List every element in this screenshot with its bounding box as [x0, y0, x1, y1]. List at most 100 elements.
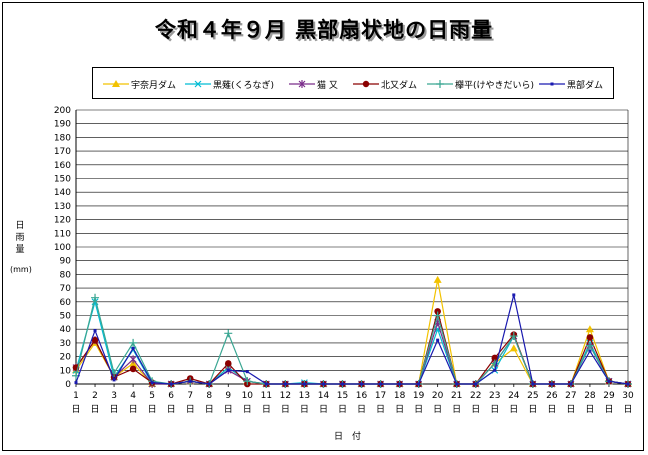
data-point-s5 — [93, 329, 97, 333]
x-tick-label-day: 日 — [243, 404, 252, 415]
chart-title: 令和４年９月 黒部扇状地の日雨量 — [154, 18, 494, 42]
data-point-s2 — [129, 355, 137, 364]
data-point-s5 — [360, 382, 364, 386]
x-tick-label-day: 日 — [395, 404, 404, 415]
x-tick-label: 6 — [168, 391, 174, 401]
y-tick-label: 120 — [54, 216, 71, 226]
legend-label: 北又ダム — [381, 81, 418, 91]
y-tick-label: 170 — [54, 147, 71, 157]
x-tick-label-day: 日 — [604, 404, 613, 415]
data-point-s5 — [436, 338, 440, 342]
x-tick-label: 3 — [111, 391, 117, 401]
y-tick-label: 190 — [54, 120, 71, 130]
y-tick-label: 40 — [60, 325, 72, 335]
x-tick-label: 23 — [489, 391, 500, 401]
x-tick-label: 28 — [584, 391, 596, 401]
legend-label: 黒部ダム — [567, 81, 604, 91]
data-point-s5 — [569, 382, 573, 386]
x-tick-label: 18 — [394, 391, 406, 401]
x-tick-label: 13 — [299, 391, 310, 401]
x-tick-label: 20 — [432, 391, 444, 401]
x-tick-label-day: 日 — [471, 404, 480, 415]
legend-label: 宇奈月ダム — [131, 81, 177, 91]
x-tick-label-day: 日 — [167, 404, 176, 415]
data-point-s3 — [224, 360, 232, 367]
chart-legend: 宇奈月ダム 黒薙(くろなぎ) 猫 又 北又ダム 欅平(けやきだいら) 黒部ダム — [92, 67, 614, 99]
x-tick-label-day: 日 — [262, 404, 271, 415]
x-tick-label-day: 日 — [224, 404, 233, 415]
x-tick-label-day: 日 — [490, 404, 499, 415]
data-point-s5 — [455, 382, 459, 386]
y-tick-label: 60 — [60, 298, 72, 308]
x-tick-label: 17 — [375, 391, 386, 401]
data-point-s5 — [512, 293, 516, 297]
data-point-s3 — [586, 334, 594, 341]
series-line-5 — [75, 294, 629, 385]
data-point-s5 — [398, 382, 402, 386]
data-point-s4 — [509, 332, 518, 341]
data-point-s0 — [585, 325, 594, 333]
x-tick-label: 12 — [280, 391, 291, 401]
y-tick-label: 30 — [60, 339, 72, 349]
x-tick-label: 26 — [546, 391, 558, 401]
legend-swatch-kitamata-dam — [353, 80, 379, 88]
data-point-s4 — [91, 293, 100, 302]
x-tick-label: 5 — [149, 391, 155, 401]
data-point-s5 — [531, 382, 535, 386]
x-tick-label: 25 — [527, 391, 538, 401]
x-tick-label: 8 — [206, 391, 212, 401]
legend-label: 猫 又 — [317, 81, 338, 91]
x-tick-label: 16 — [356, 391, 368, 401]
data-point-s0 — [433, 275, 442, 283]
data-point-s3 — [434, 308, 441, 315]
y-tick-label: 100 — [54, 243, 71, 253]
x-tick-label: 27 — [565, 391, 576, 401]
data-point-s5 — [550, 382, 554, 386]
legend-swatch-unazuki-dam — [103, 80, 129, 87]
x-tick-label: 24 — [508, 391, 520, 401]
x-tick-label: 9 — [225, 391, 231, 401]
x-tick-label-day: 日 — [129, 404, 138, 415]
y-tick-label: 80 — [60, 270, 72, 280]
x-tick-label-day: 日 — [110, 404, 119, 415]
data-point-s0 — [509, 344, 518, 352]
data-point-s5 — [379, 382, 383, 386]
y-tick-label: 130 — [54, 202, 71, 212]
legend-swatch-kuronagi — [185, 80, 211, 88]
data-point-s5 — [340, 382, 344, 386]
x-tick-label-day: 日 — [452, 404, 461, 415]
y-tick-label: 0 — [65, 380, 71, 390]
y-axis-label-text: 日雨量 — [15, 221, 25, 255]
data-point-s5 — [474, 382, 478, 386]
data-point-s4 — [129, 338, 138, 347]
data-point-s5 — [302, 382, 306, 386]
y-tick-label: 20 — [60, 353, 72, 363]
data-point-s3 — [491, 354, 499, 362]
x-tick-label-day: 日 — [186, 404, 195, 415]
x-tick-label-day: 日 — [433, 404, 442, 415]
x-tick-label: 14 — [318, 391, 330, 401]
y-tick-label: 160 — [54, 161, 71, 171]
y-tick-label: 110 — [54, 229, 71, 239]
legend-swatch-kurobe-dam — [539, 82, 565, 86]
data-point-s5 — [283, 382, 287, 386]
x-tick-label: 19 — [413, 391, 425, 401]
data-point-s5 — [226, 368, 230, 372]
x-tick-label: 15 — [337, 391, 348, 401]
data-point-s5 — [607, 379, 611, 383]
series-line-0 — [75, 279, 629, 385]
x-tick-label-day: 日 — [566, 404, 575, 415]
y-tick-label: 150 — [54, 175, 71, 185]
data-point-s5 — [74, 381, 78, 385]
data-point-s5 — [493, 368, 497, 372]
y-axis-unit: (mm) — [10, 265, 32, 274]
x-tick-label: 4 — [130, 391, 136, 401]
x-tick-label-day: 日 — [281, 404, 290, 415]
x-tick-label-day: 日 — [547, 404, 556, 415]
data-point-s5 — [321, 382, 325, 386]
x-tick-label-day: 日 — [205, 404, 214, 415]
y-tick-label: 50 — [60, 312, 72, 322]
x-axis-label: 日付 — [334, 432, 371, 442]
x-tick-label-day: 日 — [71, 404, 80, 415]
y-tick-label: 10 — [60, 366, 72, 376]
